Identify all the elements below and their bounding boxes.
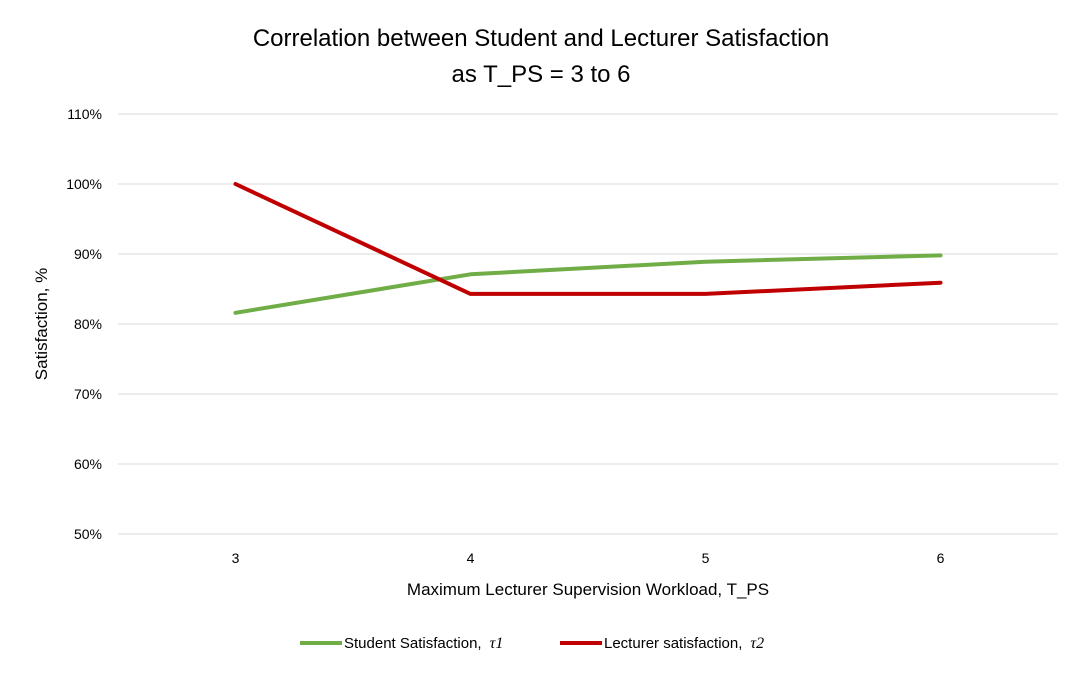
legend-label: Student Satisfaction, <box>344 635 482 652</box>
y-axis-ticks: 50% 60% 70% 80% 90% 100% 110% <box>66 106 102 542</box>
legend-item-2: Lecturer satisfaction, τ2 <box>560 635 764 652</box>
y-tick-label: 60% <box>74 456 102 472</box>
legend: Student Satisfaction, τ1 Lecturer satisfac… <box>300 635 764 652</box>
y-tick-label: 50% <box>74 526 102 542</box>
gridlines <box>118 113 1058 535</box>
x-axis-title: Maximum Lecturer Supervision Workload, T… <box>407 580 769 599</box>
series-line-1 <box>233 253 943 315</box>
y-tick-label: 100% <box>66 176 102 192</box>
x-tick-label: 5 <box>702 550 710 566</box>
chart-subtitle: as T_PS = 3 to 6 <box>451 61 630 88</box>
x-axis-ticks: 3 4 5 6 <box>232 550 945 566</box>
legend-symbol: τ2 <box>750 635 764 652</box>
y-tick-label: 90% <box>74 246 102 262</box>
y-tick-label: 110% <box>67 106 102 122</box>
legend-symbol: τ1 <box>490 635 504 652</box>
series-line-2 <box>233 182 943 296</box>
series-lines <box>233 182 943 315</box>
x-tick-label: 6 <box>937 550 945 566</box>
legend-label: Lecturer satisfaction, <box>604 635 742 652</box>
y-tick-label: 80% <box>74 316 102 332</box>
y-tick-label: 70% <box>74 386 102 402</box>
x-tick-label: 4 <box>467 550 475 566</box>
y-axis-title: Satisfaction, % <box>32 268 51 380</box>
legend-item-1: Student Satisfaction, τ1 <box>300 635 503 652</box>
x-tick-label: 3 <box>232 550 240 566</box>
chart-title: Correlation between Student and Lecturer… <box>253 25 829 52</box>
